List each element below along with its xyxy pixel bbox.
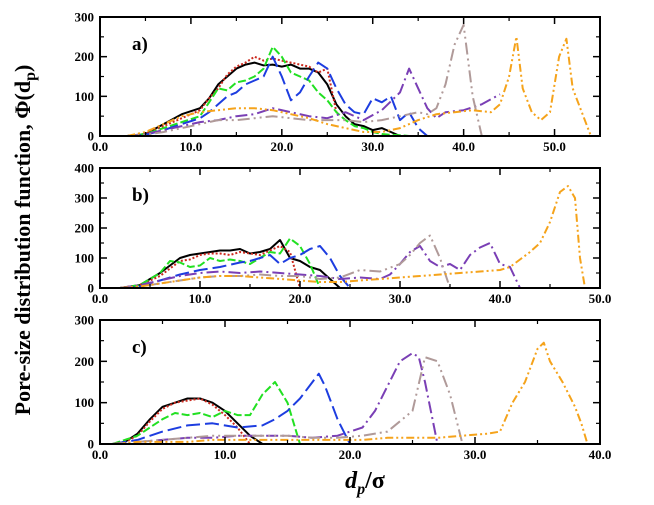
x-tick-label: 30.0 [361, 139, 384, 154]
x-tick-label: 40.0 [589, 447, 612, 462]
x-axis-label-main: d [345, 468, 358, 494]
x-tick-label: 20.0 [289, 291, 312, 306]
series-line-orange [112, 341, 589, 444]
x-tick-label: 30.0 [389, 291, 412, 306]
x-tick-label: 30.0 [464, 447, 487, 462]
series-group [112, 341, 589, 444]
y-tick-label: 300 [75, 10, 95, 25]
series-line-red [119, 245, 301, 288]
series-line-green [127, 45, 410, 136]
x-tick-label: 20.0 [270, 139, 293, 154]
series-line-orange [119, 185, 586, 288]
y-tick-label: 0 [88, 437, 95, 452]
series-line-green [112, 381, 301, 444]
series-line-purple [112, 352, 439, 444]
x-axis-label-tail: /σ [364, 468, 385, 494]
panel-label: c) [132, 337, 147, 358]
series-line-blue [112, 372, 351, 444]
y-tick-label: 200 [75, 354, 95, 369]
series-line-black [112, 397, 264, 444]
y-tick-label: 200 [75, 221, 95, 236]
series-line-orange [127, 35, 592, 136]
x-tick-label: 0.0 [92, 291, 108, 306]
y-axis-label: Pore-size distribution function, Φ(dp) [10, 65, 39, 416]
x-tick-label: 10.0 [214, 447, 237, 462]
series-line-purple [127, 67, 501, 136]
x-tick-label: 40.0 [489, 291, 512, 306]
panel-label: b) [132, 185, 149, 206]
series-group [119, 185, 586, 288]
panel-3: 0.0 10.0 20.0 30.0 40.0 0 100 200 300 c) [75, 313, 612, 463]
x-tick-label: 20.0 [339, 447, 362, 462]
y-tick-label: 100 [75, 395, 95, 410]
y-tick-label: 0 [88, 281, 95, 296]
series-line-rosy [112, 356, 464, 444]
y-tick-label: 300 [75, 191, 95, 206]
series-line-purple [119, 242, 521, 288]
y-axis-label-sub: p [22, 72, 39, 81]
y-axis-label-main: Pore-size distribution function, Φ(d [10, 81, 35, 415]
x-axis-label-sub: p [355, 481, 365, 498]
y-tick-label: 400 [75, 161, 95, 176]
y-tick-label: 300 [75, 313, 95, 328]
x-tick-label: 50.0 [589, 291, 612, 306]
series-group [127, 23, 592, 136]
x-tick-label: 10.0 [189, 291, 212, 306]
y-tick-label: 100 [75, 89, 95, 104]
panel-2: 0.0 10.0 20.0 30.0 40.0 50.0 0 100 200 300 400 b) [75, 161, 612, 307]
panel-1: 0.0 10.0 20.0 30.0 40.0 50.0 0 100 200 300 a) [75, 10, 601, 154]
panels-group: 0.0 10.0 20.0 30.0 40.0 50.0 0 100 200 300 a) 0.0 10… [75, 10, 612, 463]
x-tick-label: 50.0 [543, 139, 566, 154]
series-line-black [119, 239, 341, 288]
x-tick-label: 40.0 [452, 139, 475, 154]
series-line-red [127, 55, 338, 136]
series-line-rosy [127, 23, 483, 136]
series-line-blue [127, 55, 428, 136]
series-line-black [127, 61, 401, 136]
x-tick-label: 0.0 [92, 139, 108, 154]
panel-label: a) [132, 34, 148, 55]
x-tick-label: 0.0 [92, 447, 108, 462]
series-line-blue [119, 245, 351, 288]
plot-frame [99, 167, 601, 289]
x-tick-label: 10.0 [180, 139, 203, 154]
y-axis-label-close: ) [10, 65, 35, 72]
x-axis-label: dp/σ [345, 468, 385, 498]
y-tick-label: 0 [88, 129, 95, 144]
y-tick-label: 100 [75, 251, 95, 266]
y-tick-label: 200 [75, 49, 95, 64]
series-line-green [119, 237, 321, 288]
